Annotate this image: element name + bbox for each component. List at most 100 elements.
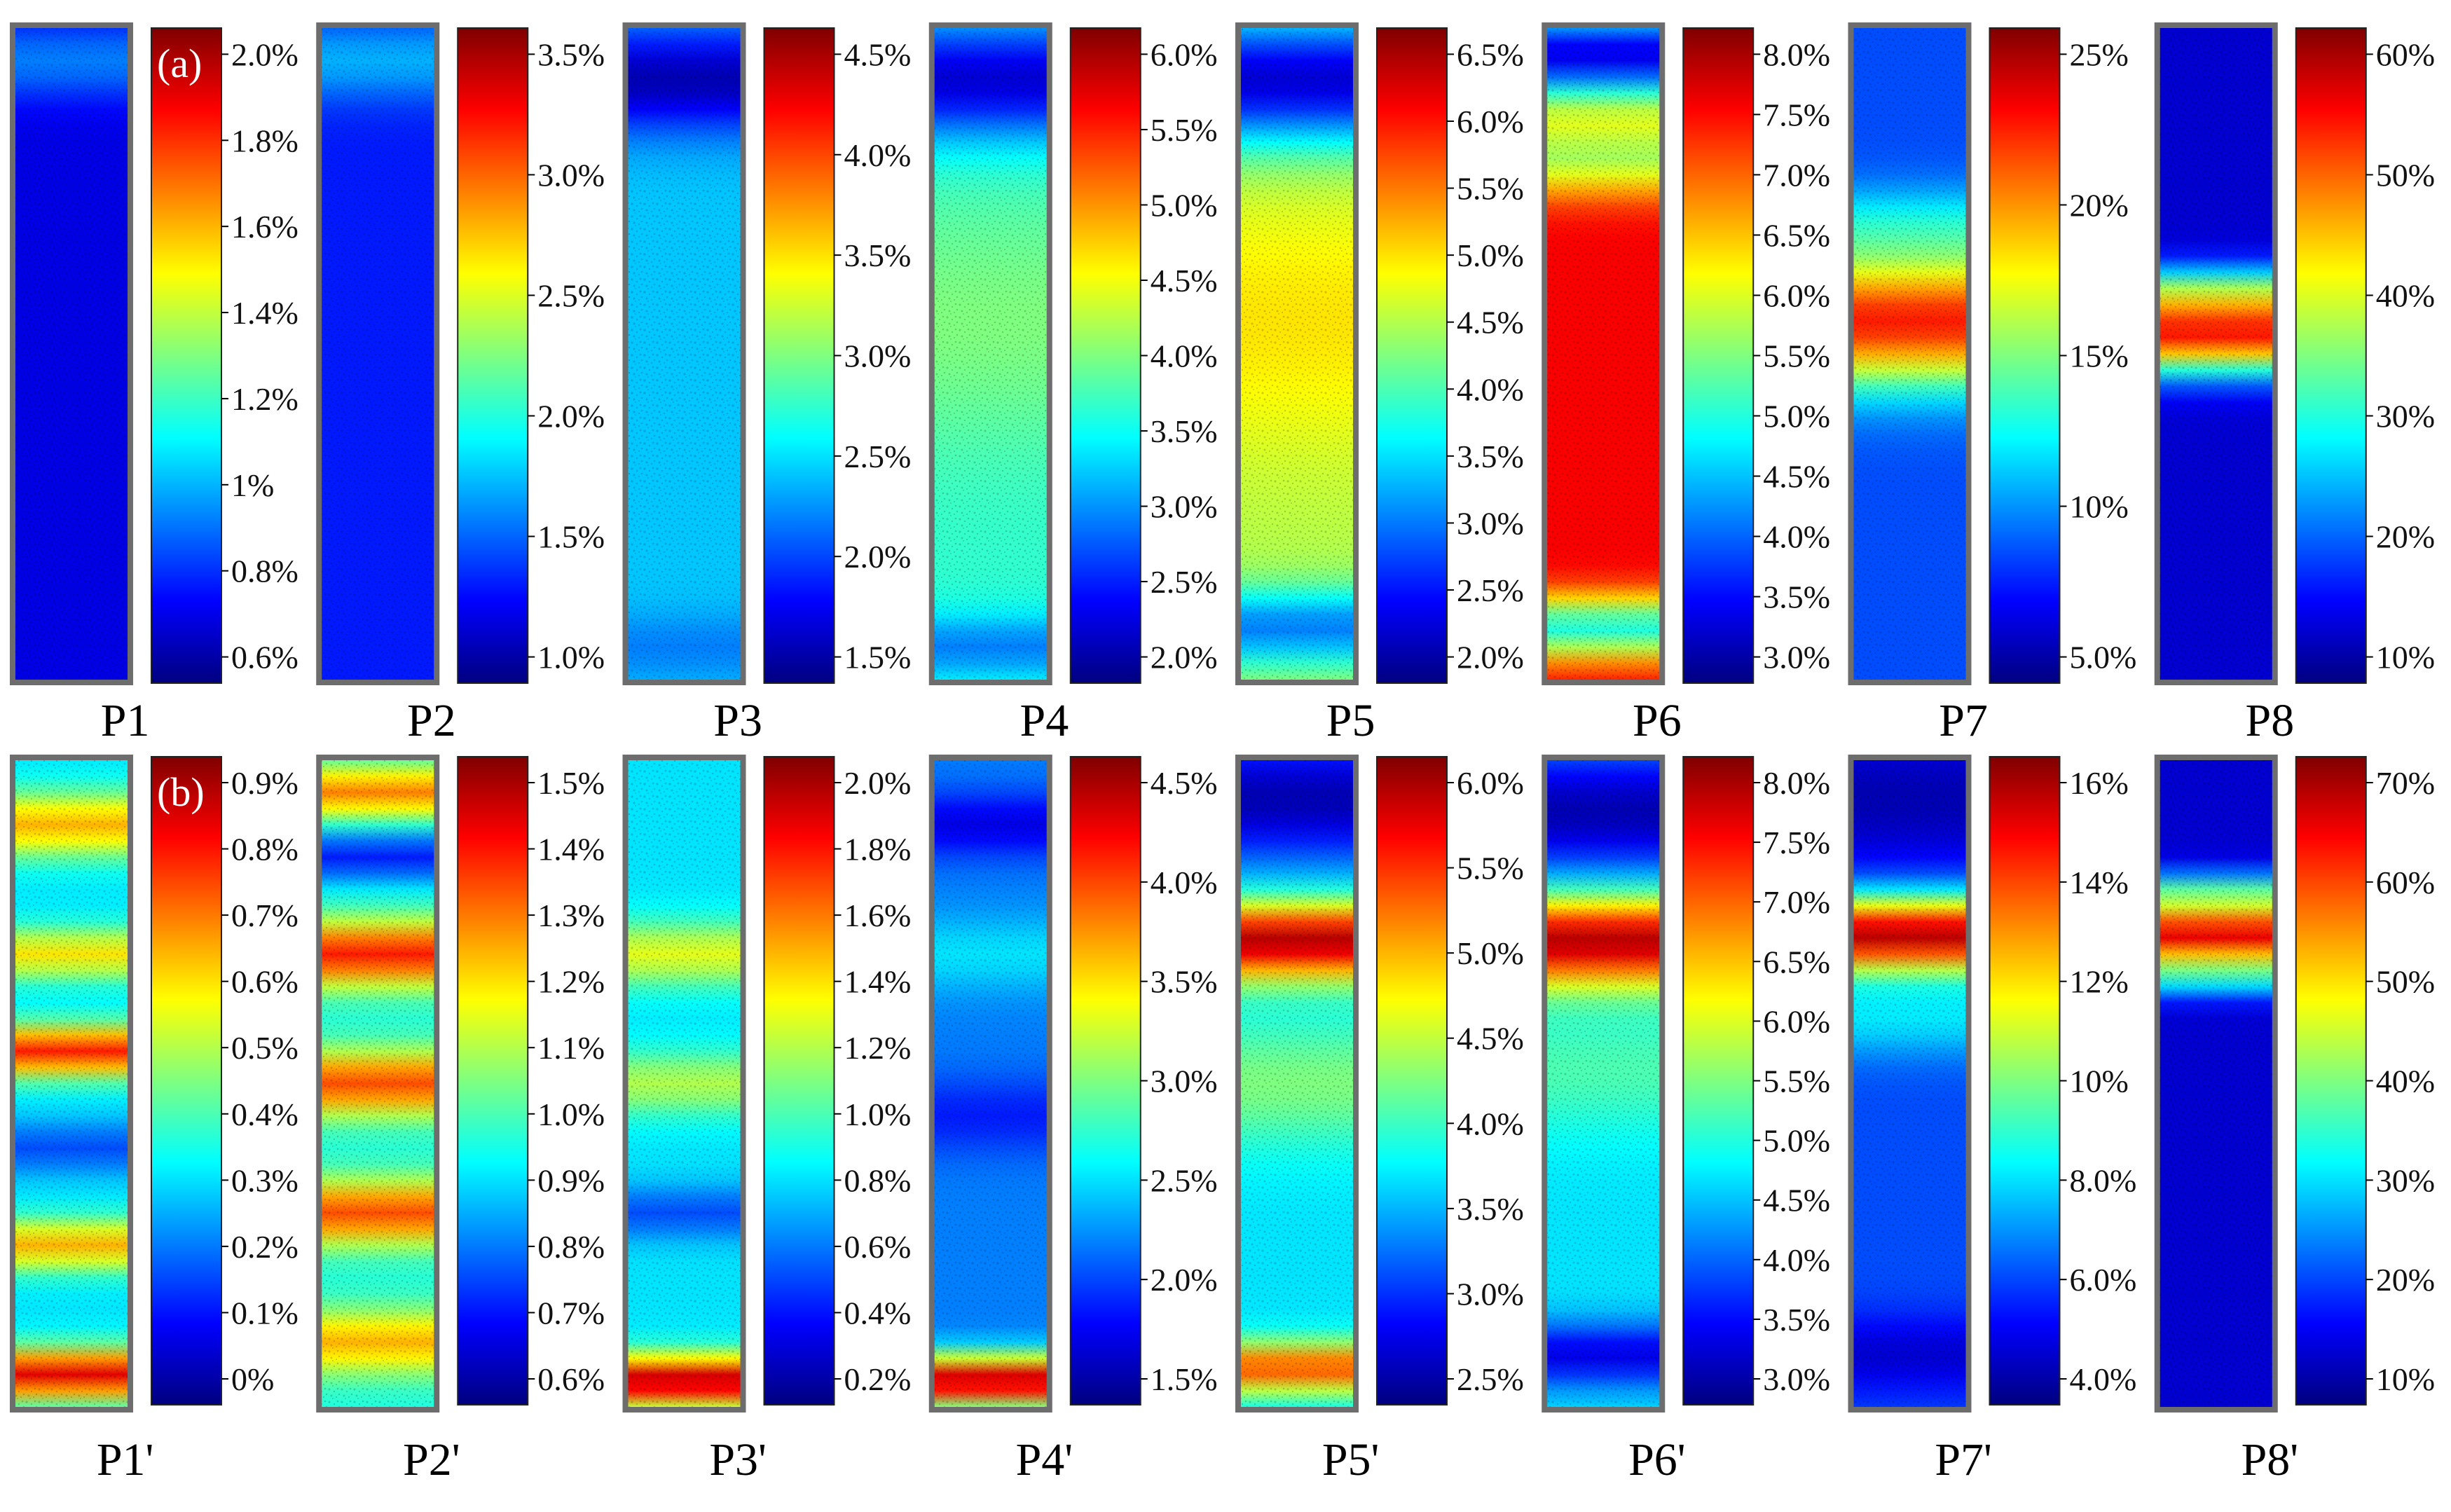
tick-label: 4.0%	[2070, 1361, 2137, 1397]
tick-label: 40%	[2376, 277, 2435, 313]
tick-label: 4.5%	[1151, 263, 1218, 298]
panel-p5-prime: 6.0% 5.5% 5.0% 4.5% 4.0% 3.5% 3.0% 2.5% P5'	[1235, 755, 1524, 1485]
colorbar	[1682, 27, 1755, 684]
colorbar	[1376, 756, 1448, 1406]
tick-label: 30%	[2376, 399, 2435, 434]
tick-label: 1.4%	[537, 832, 605, 867]
tick-label: 2.0%	[231, 36, 298, 72]
colorbar	[457, 756, 529, 1406]
tick-label: 0.8%	[537, 1229, 605, 1265]
tick-label: 70%	[2376, 765, 2435, 801]
panel-p2-prime: 1.5% 1.4% 1.3% 1.2% 1.1% 1.0% 0.9% 0.8% 0.7% 0.6%…	[316, 755, 605, 1485]
tick-label: 0.3%	[231, 1162, 298, 1198]
panel-label: P8'	[2241, 1434, 2299, 1485]
panel-p7-prime: 16% 14% 12% 10% 8.0% 6.0% 4.0% P7'	[1848, 755, 2137, 1485]
tick-label: 0.2%	[231, 1229, 298, 1265]
tick-label: 10%	[2070, 1064, 2129, 1099]
tick-label: 16%	[2070, 765, 2129, 801]
panel-p5: 6.5% 6.0% 5.5% 5.0% 4.5% 4.0% 3.5% 3.0% 2.5% 2.0%…	[1235, 22, 1524, 746]
speckle-texture	[1853, 760, 1966, 1407]
tick-label: 6.0%	[1763, 1003, 1830, 1039]
tick-label: 5.0%	[1763, 399, 1830, 434]
tick-label: 2.5%	[537, 277, 605, 313]
tick-label: 4.5%	[1457, 305, 1524, 341]
tick-label: 2.0%	[537, 399, 605, 434]
speckle-texture	[628, 760, 741, 1407]
tick-label: 4.0%	[1763, 519, 1830, 555]
tick-label: 0.6%	[231, 640, 298, 675]
tick-label: 5.0%	[1457, 935, 1524, 971]
colorbar	[1682, 756, 1755, 1406]
tick-label: 60%	[2376, 865, 2435, 900]
panel-p6-prime: 8.0% 7.5% 7.0% 6.5% 6.0% 5.5% 5.0% 4.5% 4.0% 3.5%…	[1542, 755, 1830, 1485]
tick-label: 4.5%	[1763, 1183, 1830, 1218]
speckle-texture	[322, 28, 434, 680]
tick-label: 3.5%	[1763, 579, 1830, 615]
tick-label: 10%	[2070, 489, 2129, 525]
colorbar	[1069, 756, 1141, 1406]
colorbar	[1989, 27, 2061, 684]
tick-label: 30%	[2376, 1162, 2435, 1198]
tick-label: 10%	[2376, 1361, 2435, 1397]
tick-label: 2.0%	[844, 765, 912, 801]
tick-label: 5.5%	[1763, 1064, 1830, 1099]
tick-label: 6.5%	[1457, 36, 1524, 72]
tick-label: 3.5%	[1763, 1302, 1830, 1338]
tick-label: 6.0%	[1457, 104, 1524, 139]
panel-p8: 60% 50% 40% 30% 20% 10% P8	[2154, 22, 2435, 746]
tick-label: 0.9%	[231, 765, 298, 801]
tick-label: 8.0%	[2070, 1162, 2137, 1198]
tick-label: 3.5%	[844, 238, 912, 273]
tick-label: 5.0%	[1151, 187, 1218, 223]
tick-label: 2.5%	[1151, 564, 1218, 600]
speckle-texture	[934, 760, 1047, 1407]
panel-label: P1'	[97, 1434, 154, 1485]
panel-p3: 4.5% 4.0% 3.5% 3.0% 2.5% 2.0% 1.5% P3	[622, 22, 912, 746]
tick-label: 3.0%	[1151, 1064, 1218, 1099]
tick-label: 3.0%	[1763, 1361, 1830, 1397]
tick-label: 6.0%	[1151, 36, 1218, 72]
tick-label: 5.0%	[2070, 640, 2137, 675]
colorbar	[151, 27, 222, 684]
speckle-texture	[2160, 760, 2272, 1407]
colorbar	[1989, 756, 2061, 1406]
speckle-texture	[1241, 760, 1353, 1407]
colorbar	[2295, 27, 2367, 684]
tick-label: 4.5%	[844, 36, 912, 72]
tick-label: 4.0%	[1151, 338, 1218, 374]
colorbar	[763, 27, 835, 684]
tick-label: 6.0%	[1457, 765, 1524, 801]
tick-label: 1.8%	[844, 832, 912, 867]
tick-label: 1.2%	[537, 964, 605, 1000]
tick-label: 1.3%	[537, 898, 605, 933]
panel-label: P4'	[1016, 1434, 1073, 1485]
panel-label: P5	[1326, 695, 1375, 746]
speckle-texture	[1547, 28, 1660, 680]
tick-label: 1.5%	[537, 519, 605, 555]
tick-label: 1.5%	[844, 640, 912, 675]
tick-label: 0.4%	[231, 1097, 298, 1132]
tick-label: 4.0%	[1151, 865, 1218, 900]
tick-label: 3.5%	[537, 36, 605, 72]
panel-label: P3	[713, 695, 762, 746]
panel-label: P3'	[709, 1434, 767, 1485]
tick-label: 1.0%	[537, 640, 605, 675]
speckle-texture	[934, 28, 1047, 680]
tick-label: 2.5%	[1457, 572, 1524, 608]
tick-label: 1.2%	[844, 1030, 912, 1066]
tick-label: 2.0%	[1457, 640, 1524, 675]
tick-label: 60%	[2376, 36, 2435, 72]
tick-label: 12%	[2070, 964, 2129, 1000]
panel-label: P8	[2246, 695, 2295, 746]
tick-label: 1.6%	[231, 209, 298, 245]
speckle-texture	[1241, 28, 1353, 680]
panel-label: P2	[407, 695, 456, 746]
tick-label: 1%	[231, 467, 274, 503]
tick-label: 1.8%	[231, 123, 298, 158]
tick-label: 4.5%	[1763, 459, 1830, 495]
tick-label: 5.0%	[1763, 1123, 1830, 1159]
tick-label: 6.0%	[1763, 277, 1830, 313]
panel-label: P4	[1020, 695, 1069, 746]
tick-label: 0.6%	[537, 1361, 605, 1397]
panel-p4: 6.0% 5.5% 5.0% 4.5% 4.0% 3.5% 3.0% 2.5% 2.0% P4	[928, 22, 1218, 746]
